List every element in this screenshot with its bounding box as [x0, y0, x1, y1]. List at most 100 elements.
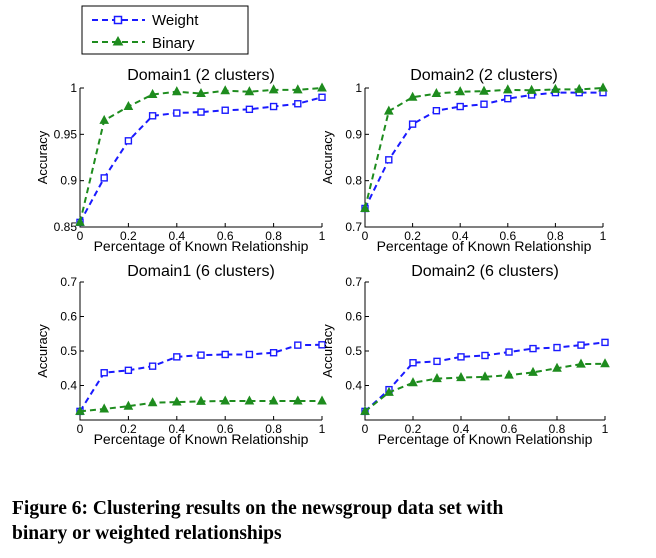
y-tick-label: 0.4 [345, 379, 362, 393]
data-point-binary [147, 397, 158, 407]
x-tick-label: 0.2 [120, 422, 137, 436]
x-axis-label: Percentage of Known Relationship [94, 238, 309, 254]
data-point-weight [124, 366, 133, 375]
x-tick-label: 0.6 [501, 422, 518, 436]
data-point-binary [407, 91, 418, 101]
chart-title: Domain2 (2 clusters) [410, 67, 558, 84]
data-point-binary [75, 216, 85, 226]
x-tick-label: 0.8 [549, 422, 566, 436]
x-tick-label: 0.6 [217, 422, 234, 436]
data-point-weight [601, 338, 609, 347]
data-point-binary [75, 405, 85, 415]
data-point-binary [99, 403, 110, 413]
data-point-binary [504, 369, 514, 379]
y-tick-label: 0.85 [54, 220, 78, 234]
x-tick-label: 0 [362, 229, 369, 243]
x-tick-label: 1 [602, 422, 609, 436]
x-tick-label: 1 [600, 229, 607, 243]
y-tick-label: 0.8 [345, 174, 362, 188]
x-tick-label: 0.2 [405, 422, 422, 436]
x-tick-label: 0.2 [404, 229, 421, 243]
data-point-binary [147, 88, 158, 98]
y-axis-label: Accuracy [35, 324, 50, 378]
data-point-weight [269, 349, 278, 357]
axis-frame [364, 88, 603, 228]
data-point-binary [220, 395, 231, 405]
data-point-weight [269, 102, 278, 111]
legend-weight-label: Weight [152, 12, 199, 29]
data-point-weight [457, 353, 465, 361]
data-point-weight [433, 357, 441, 366]
data-point-binary [268, 395, 279, 405]
data-point-binary [384, 386, 394, 396]
x-tick-label: 0.6 [499, 229, 516, 243]
data-point-weight [385, 156, 393, 164]
data-point-binary [432, 373, 442, 383]
data-point-weight [173, 353, 181, 361]
x-tick-label: 0.2 [120, 229, 137, 243]
y-tick-label: 0.95 [54, 127, 78, 141]
data-point-weight [409, 359, 417, 367]
data-point-weight [100, 174, 108, 182]
data-point-binary [600, 358, 610, 368]
x-tick-label: 0 [77, 229, 84, 243]
data-point-weight [505, 348, 513, 356]
data-point-weight [432, 107, 441, 115]
data-point-binary [480, 371, 490, 381]
data-point-binary [360, 405, 370, 415]
data-point-weight [221, 106, 229, 114]
y-tick-label: 0.9 [60, 174, 77, 188]
data-point-weight [577, 341, 585, 349]
chart-title: Domain2 (6 clusters) [411, 263, 559, 280]
data-point-weight [504, 94, 512, 103]
x-tick-label: 1 [319, 229, 326, 243]
legend-binary-label: Binary [152, 35, 195, 52]
data-point-binary [456, 372, 466, 382]
y-tick-label: 0.7 [345, 275, 362, 289]
x-tick-label: 0.4 [452, 229, 469, 243]
axis-frame [364, 282, 605, 421]
data-point-binary [171, 86, 182, 96]
series-line-binary [79, 87, 323, 223]
y-axis-label: Accuracy [320, 130, 335, 184]
data-point-binary [526, 84, 537, 94]
data-point-weight [553, 343, 561, 352]
data-point-weight [294, 100, 302, 108]
data-point-weight [318, 341, 326, 349]
data-point-binary [550, 83, 561, 93]
data-point-binary [317, 395, 327, 405]
data-point-weight [197, 351, 205, 359]
x-tick-label: 0 [362, 422, 369, 436]
x-tick-label: 0 [77, 422, 84, 436]
data-point-weight [481, 351, 489, 360]
figure-caption: Figure 6: Clustering results on the news… [12, 496, 646, 546]
series-line-weight [79, 96, 323, 223]
y-tick-label: 0.4 [60, 379, 77, 393]
data-point-binary [123, 400, 134, 410]
data-point-weight [100, 369, 108, 377]
chart-title: Domain1 (2 clusters) [127, 67, 275, 84]
x-tick-label: 0.4 [168, 422, 185, 436]
chart-title: Domain1 (6 clusters) [127, 263, 275, 280]
x-tick-label: 0.8 [265, 422, 282, 436]
data-point-weight [408, 120, 417, 128]
chart-domain2-2clusters: 0 0.2 0.4 0.6 0.8 1 0.7 0.8 0.9 1 Domain2 (2 clust… [320, 67, 608, 254]
y-tick-label: 0.5 [345, 344, 362, 358]
data-point-binary [292, 84, 303, 94]
y-tick-label: 1 [355, 81, 362, 95]
y-axis-label: Accuracy [320, 324, 335, 378]
x-tick-label: 1 [319, 422, 326, 436]
series-line-weight [364, 91, 603, 209]
x-tick-label: 0.8 [265, 229, 282, 243]
data-point-binary [244, 395, 255, 405]
data-point-weight [529, 344, 537, 353]
data-point-binary [479, 85, 489, 95]
data-point-binary [431, 87, 442, 98]
data-point-binary [196, 395, 206, 405]
data-point-binary [502, 84, 513, 94]
data-point-binary [317, 82, 327, 92]
legend-binary-marker [112, 35, 124, 46]
y-tick-label: 0.7 [345, 220, 362, 234]
data-point-weight [318, 93, 326, 101]
x-axis-label: Percentage of Known Relationship [377, 238, 592, 254]
